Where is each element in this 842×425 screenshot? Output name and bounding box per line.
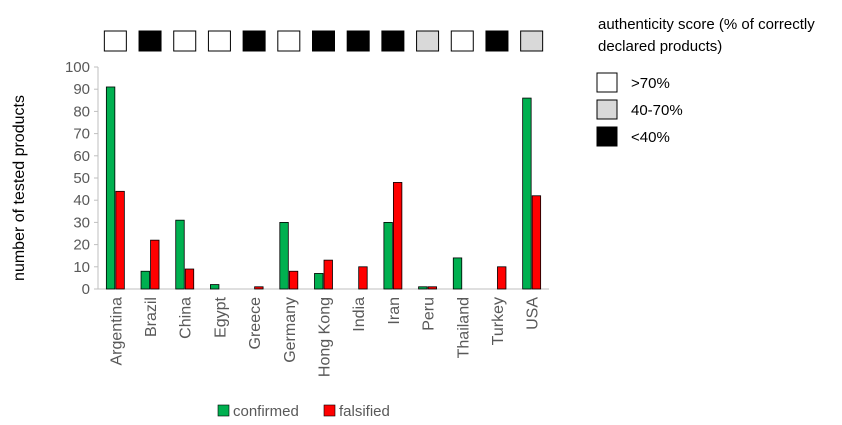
authenticity-box xyxy=(242,30,266,52)
authenticity-box xyxy=(173,30,197,52)
authenticity-box xyxy=(277,30,301,52)
bar-confirmed xyxy=(452,257,463,290)
y-tick-label: 50 xyxy=(73,170,90,187)
y-axis-label: number of tested products xyxy=(11,95,28,281)
x-tick-label: USA xyxy=(525,297,542,330)
bar-confirmed xyxy=(175,219,185,290)
bar-falsified xyxy=(427,286,437,290)
y-tick-label: 10 xyxy=(73,259,90,276)
bar-falsified xyxy=(115,190,125,290)
authenticity-box xyxy=(381,30,405,52)
authenticity-box xyxy=(485,30,509,52)
authenticity-box xyxy=(450,30,474,52)
y-tick-label: 80 xyxy=(73,103,90,120)
bar-falsified xyxy=(323,259,333,290)
x-tick-label: Egypt xyxy=(212,296,229,337)
authenticity-box xyxy=(103,30,127,52)
authenticity-box xyxy=(207,30,231,52)
bar-confirmed xyxy=(105,86,116,290)
y-tick-label: 30 xyxy=(73,214,90,231)
authenticity-title-line1: authenticity score (% of correctly xyxy=(598,16,815,33)
bar-falsified xyxy=(531,195,542,290)
x-tick-label: Germany xyxy=(282,297,299,363)
y-tick-label: 0 xyxy=(82,281,90,298)
bar-falsified xyxy=(150,239,160,290)
authenticity-box xyxy=(520,30,544,52)
x-tick-label: Hong Kong xyxy=(317,297,334,377)
x-tick-label: Argentina xyxy=(108,297,125,366)
bar-confirmed xyxy=(279,221,289,290)
authenticity-legend: authenticity score (% of correctly declar… xyxy=(596,16,815,147)
authenticity-legend-swatch xyxy=(596,126,618,147)
x-axis: Argentina Brazil China Egypt Greece Germany Ho… xyxy=(98,288,549,377)
authenticity-box xyxy=(312,30,335,52)
bar-confirmed xyxy=(522,97,532,290)
x-tick-label: Peru xyxy=(421,297,438,331)
x-tick-label: China xyxy=(178,297,195,339)
x-tick-label: Thailand xyxy=(455,297,472,358)
authenticity-legend-swatch xyxy=(596,72,618,93)
legend-swatch-confirmed xyxy=(217,404,230,417)
authenticity-legend-label: >70% xyxy=(631,75,670,92)
authenticity-legend-swatch xyxy=(596,99,618,120)
bar-falsified xyxy=(497,266,507,290)
y-tick-label: 70 xyxy=(73,126,90,143)
authenticity-score-boxes xyxy=(103,30,544,52)
bar-falsified xyxy=(184,268,195,290)
legend-swatch-falsified xyxy=(323,404,336,417)
bar-confirmed xyxy=(140,270,150,290)
bar-confirmed xyxy=(383,221,393,290)
authenticity-title-line2: declared products) xyxy=(598,38,722,55)
x-tick-label: Greece xyxy=(247,297,264,350)
series-legend: confirmed falsified xyxy=(217,403,390,420)
y-tick-label: 20 xyxy=(73,237,90,254)
y-tick-label: 60 xyxy=(73,148,90,165)
authenticity-box xyxy=(346,30,370,52)
bar-falsified xyxy=(358,266,368,290)
legend-label-falsified: falsified xyxy=(339,403,390,420)
y-axis: 0 10 20 30 40 50 60 70 80 90 100 xyxy=(65,59,99,298)
x-tick-label: India xyxy=(351,297,368,332)
bars xyxy=(105,86,542,290)
y-tick-label: 100 xyxy=(65,59,90,76)
bar-confirmed xyxy=(418,286,428,290)
bar-falsified xyxy=(288,270,299,290)
authenticity-legend-label: <40% xyxy=(631,129,670,146)
x-tick-label: Iran xyxy=(386,297,403,325)
legend-label-confirmed: confirmed xyxy=(233,403,299,420)
authenticity-box xyxy=(416,30,440,52)
bar-confirmed xyxy=(210,284,220,290)
authenticity-box xyxy=(138,30,162,52)
bar-falsified xyxy=(392,182,403,290)
authenticity-legend-label: 40-70% xyxy=(631,102,683,119)
bar-confirmed xyxy=(314,273,324,290)
x-tick-label: Turkey xyxy=(490,297,507,345)
y-tick-label: 90 xyxy=(73,81,90,98)
y-tick-label: 40 xyxy=(73,192,90,209)
bar-falsified xyxy=(254,286,264,290)
x-tick-label: Brazil xyxy=(143,297,160,337)
